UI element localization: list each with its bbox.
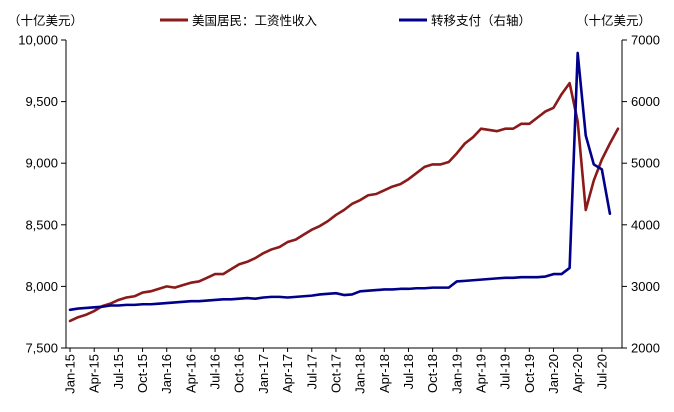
x-tick-label: Jul-15: [111, 354, 126, 389]
right-axis-unit: （十亿美元）: [576, 13, 651, 28]
x-tick-label: Jan-17: [256, 354, 271, 394]
x-tick-label: Jan-16: [159, 354, 174, 394]
x-ticks: Jan-15 Apr-15 Jul-15 Oct-15 Jan-16 Apr-16 Jul-…: [63, 348, 609, 394]
x-tick-label: Oct-17: [328, 354, 343, 393]
x-tick-label: Apr-15: [87, 354, 102, 393]
x-tick-label: Apr-17: [280, 354, 295, 393]
x-tick-label: Oct-19: [522, 354, 537, 393]
left-y-tick-label: 10,000: [18, 33, 58, 48]
right-y-tick-label: 7000: [631, 33, 660, 48]
left-y-tick-label: 8,000: [25, 279, 58, 294]
series-line-transfer-payments: [68, 51, 612, 312]
series-layer: [68, 51, 620, 323]
left-y-tick-label: 9,500: [25, 94, 58, 109]
left-y-ticks: 7,500 8,000 8,500 9,000 9,500 10,000: [18, 33, 66, 356]
x-tick-label: Apr-16: [183, 354, 198, 393]
left-axis-unit: （十亿美元）: [8, 13, 83, 28]
x-tick-label: Apr-18: [377, 354, 392, 393]
right-y-tick-label: 2000: [631, 341, 660, 356]
left-y-tick-label: 7,500: [25, 341, 58, 356]
left-y-tick-label: 8,500: [25, 217, 58, 232]
right-y-ticks: 2000 3000 4000 5000 6000 7000: [622, 33, 660, 356]
x-tick-label: Apr-20: [570, 354, 585, 393]
right-y-tick-label: 4000: [631, 217, 660, 232]
right-y-tick-label: 6000: [631, 94, 660, 109]
legend-label-wage-income: 美国居民：工资性收入: [192, 13, 318, 28]
x-tick-label: Jul-16: [208, 354, 223, 389]
x-tick-label: Apr-19: [473, 354, 488, 393]
left-y-tick-label: 9,000: [25, 156, 58, 171]
legend: 美国居民：工资性收入 转移支付（右轴）: [160, 13, 531, 28]
right-y-tick-label: 5000: [631, 156, 660, 171]
x-tick-label: Jan-19: [449, 354, 464, 394]
x-tick-label: Jul-18: [401, 354, 416, 389]
x-tick-label: Oct-18: [425, 354, 440, 393]
x-tick-label: Oct-15: [135, 354, 150, 393]
x-tick-label: Jan-20: [546, 354, 561, 394]
x-tick-label: Jul-17: [304, 354, 319, 389]
x-tick-label: Jan-18: [353, 354, 368, 394]
x-tick-label: Jul-19: [498, 354, 513, 389]
x-tick-label: Jan-15: [63, 354, 78, 394]
legend-label-transfer-payments: 转移支付（右轴）: [431, 13, 531, 28]
right-y-tick-label: 3000: [631, 279, 660, 294]
x-tick-label: Oct-16: [232, 354, 247, 393]
series-line-wage-income: [68, 81, 620, 323]
x-tick-label: Jul-20: [594, 354, 609, 389]
